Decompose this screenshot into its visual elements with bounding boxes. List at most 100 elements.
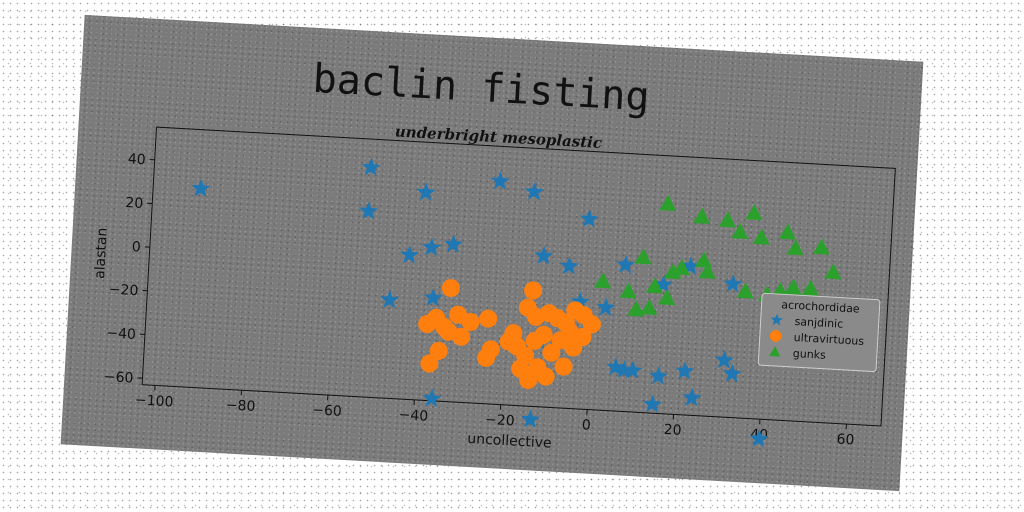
- sanjdinic-point: [649, 366, 669, 385]
- y-tick-label: 0: [131, 239, 141, 255]
- x-axis: −100−80−60−40−200204060: [135, 385, 855, 449]
- ultravirtuous-point: [441, 279, 460, 298]
- sanjdinic-point: [559, 256, 579, 275]
- series-ultravirtuous: [418, 279, 601, 389]
- gunks-point: [784, 278, 802, 295]
- gunks-point: [640, 298, 658, 316]
- x-tick-label: 20: [663, 422, 682, 439]
- ultravirtuous-point: [554, 357, 573, 376]
- gunks-point: [627, 300, 645, 317]
- gunks-point: [752, 228, 770, 245]
- gunks-point: [672, 259, 690, 276]
- ultravirtuous-point: [479, 309, 498, 328]
- legend-label-sanjdinic: sanjdinic: [794, 315, 843, 331]
- gunks-point: [619, 282, 637, 299]
- x-tick-label: −20: [485, 412, 515, 430]
- gunks-point: [594, 272, 612, 289]
- chart-title: baclin fisting: [312, 56, 651, 121]
- y-tick-label: −40: [106, 325, 136, 343]
- ultravirtuous-point: [452, 327, 471, 346]
- gunks-point: [718, 211, 736, 228]
- sanjdinic-point: [722, 363, 742, 383]
- gunks-point: [692, 207, 711, 224]
- ultravirtuous-point: [429, 341, 448, 360]
- gunks-point: [731, 223, 749, 240]
- sanjdinic-point: [714, 350, 734, 369]
- sanjdinic-point: [416, 182, 436, 201]
- y-tick-label: 20: [125, 195, 144, 212]
- gunks-point: [659, 194, 677, 212]
- x-axis-label: uncollective: [467, 431, 552, 452]
- legend-label-ultravirtuous: ultravirtuous: [793, 331, 864, 348]
- plot-area: [141, 126, 896, 427]
- sanjdinic-point: [579, 209, 599, 228]
- gunks-point: [824, 263, 842, 280]
- gunks-point: [801, 279, 819, 296]
- sanjdinic-point: [614, 360, 634, 379]
- gunks-point: [736, 282, 754, 299]
- chart-subtitle: underbright mesoplastic: [394, 122, 602, 152]
- ultravirtuous-point: [582, 315, 601, 334]
- legend-marker-ultravirtuous: [769, 330, 782, 342]
- legend-marker-sanjdinic: [770, 313, 784, 326]
- sanjdinic-point: [616, 254, 636, 274]
- sanjdinic-point: [191, 178, 211, 198]
- series-gunks: [594, 194, 842, 317]
- sanjdinic-point: [524, 181, 544, 201]
- sanjdinic-point: [359, 201, 379, 220]
- sanjdinic-point: [520, 409, 540, 428]
- y-tick-label: −60: [103, 369, 133, 387]
- x-tick-label: 0: [581, 417, 591, 433]
- sanjdinic-point: [596, 297, 616, 317]
- gunks-point: [634, 248, 652, 265]
- sanjdinic-point: [643, 394, 663, 413]
- gunks-point: [778, 223, 796, 240]
- gunks-point: [786, 239, 804, 256]
- gunks-point: [745, 204, 763, 221]
- y-axis: −60 −40 −20 0 20 40: [103, 151, 155, 387]
- gunks-point: [698, 262, 716, 279]
- x-tick-label: −40: [398, 407, 428, 425]
- legend-marker-gunks: [769, 346, 781, 357]
- sanjdinic-point: [422, 388, 442, 408]
- x-tick-label: −100: [135, 392, 174, 410]
- sanjdinic-point: [380, 289, 400, 309]
- x-tick-label: −60: [312, 402, 342, 420]
- sanjdinic-point: [361, 157, 381, 176]
- sanjdinic-point: [682, 387, 702, 407]
- scatter-chart: baclin fisting underbright mesoplastic −…: [92, 56, 896, 452]
- ultravirtuous-point: [511, 359, 530, 378]
- ultravirtuous-point: [536, 367, 555, 386]
- ultravirtuous-point: [477, 348, 496, 367]
- sanjdinic-point: [749, 428, 769, 448]
- ultravirtuous-point: [420, 354, 439, 373]
- sanjdinic-point: [422, 237, 442, 256]
- sanjdinic-point: [534, 246, 554, 265]
- sanjdinic-point: [444, 234, 463, 253]
- ultravirtuous-point: [461, 313, 480, 332]
- gunks-point: [812, 238, 830, 255]
- ultravirtuous-point: [534, 325, 553, 344]
- sanjdinic-point: [623, 360, 643, 379]
- gunks-point: [694, 251, 713, 268]
- gunks-point: [645, 277, 663, 294]
- gunks-point: [663, 263, 682, 280]
- sanjdinic-point: [723, 274, 743, 293]
- y-axis-label: alastan: [92, 227, 111, 279]
- ultravirtuous-point: [524, 281, 543, 300]
- series-sanjdinic: [191, 157, 769, 448]
- data-points: [191, 157, 842, 448]
- ultravirtuous-point: [551, 331, 570, 350]
- x-tick-label: −80: [225, 397, 255, 415]
- gunks-point: [658, 288, 676, 306]
- y-tick-label: −20: [108, 282, 138, 300]
- sanjdinic-point: [423, 287, 443, 307]
- sanjdinic-point: [400, 245, 420, 264]
- ultravirtuous-point: [499, 332, 518, 351]
- sanjdinic-point: [675, 361, 695, 380]
- chart-card: baclin fisting underbright mesoplastic −…: [60, 14, 924, 492]
- y-tick-label: 40: [127, 151, 146, 168]
- sanjdinic-point: [490, 171, 510, 190]
- legend: acrochordidae sanjdinicultravirtuousgunk…: [757, 292, 881, 372]
- legend-box: [757, 292, 881, 372]
